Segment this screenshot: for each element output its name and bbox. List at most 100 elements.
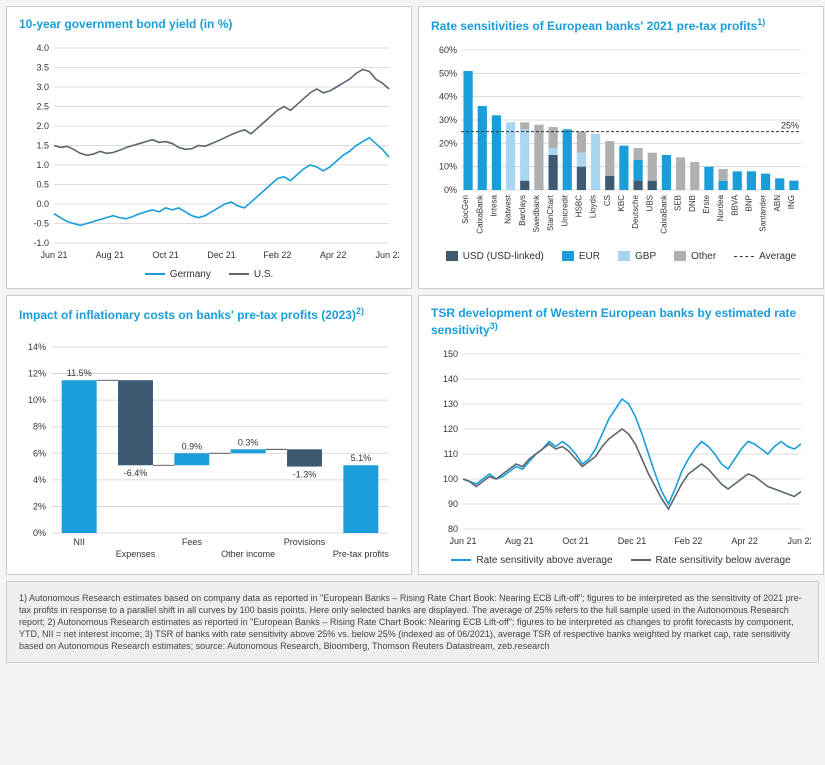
svg-text:40%: 40% xyxy=(439,91,457,101)
svg-text:Jun 21: Jun 21 xyxy=(449,536,476,546)
svg-text:0.9%: 0.9% xyxy=(182,441,203,451)
svg-text:Erste: Erste xyxy=(702,194,711,213)
legend-germany: Germany xyxy=(145,269,211,280)
svg-text:-1.0: -1.0 xyxy=(33,238,49,248)
svg-text:25%: 25% xyxy=(781,120,799,130)
tsr-title: TSR development of Western European bank… xyxy=(431,306,811,339)
legend-above-avg: Rate sensitivity above average xyxy=(451,555,612,566)
svg-text:90: 90 xyxy=(448,499,458,509)
dash-line-icon xyxy=(734,256,754,257)
svg-text:10%: 10% xyxy=(28,395,46,405)
svg-text:10%: 10% xyxy=(439,161,457,171)
line-swatch-icon xyxy=(229,273,249,275)
svg-text:NII: NII xyxy=(73,537,85,547)
svg-text:Aug 21: Aug 21 xyxy=(96,250,125,260)
svg-text:Apr 22: Apr 22 xyxy=(320,250,347,260)
svg-text:14%: 14% xyxy=(28,342,46,352)
svg-text:3.0: 3.0 xyxy=(36,82,49,92)
svg-text:-6.4%: -6.4% xyxy=(124,468,148,478)
svg-text:HSBC: HSBC xyxy=(574,194,583,216)
svg-text:4.0: 4.0 xyxy=(36,43,49,53)
svg-text:11.5%: 11.5% xyxy=(67,368,92,378)
waterfall-chart: 0%2%4%6%8%10%12%14%11.5%NII-6.4%Expenses… xyxy=(19,333,399,563)
svg-text:Aug 21: Aug 21 xyxy=(505,536,534,546)
svg-text:Provisions: Provisions xyxy=(284,537,326,547)
svg-text:Dec 21: Dec 21 xyxy=(207,250,236,260)
color-swatch-icon xyxy=(618,251,630,261)
svg-text:KBC: KBC xyxy=(617,194,626,211)
svg-text:110: 110 xyxy=(444,449,458,459)
svg-text:Apr 22: Apr 22 xyxy=(731,536,758,546)
bond-yield-chart: -1.0-0.50.00.51.01.52.02.53.03.54.0Jun 2… xyxy=(19,43,399,263)
svg-text:Intesa: Intesa xyxy=(489,194,498,216)
color-swatch-icon xyxy=(446,251,458,261)
svg-text:6%: 6% xyxy=(33,448,46,458)
bond-yield-legend: Germany U.S. xyxy=(19,269,399,280)
svg-text:Lloyds: Lloyds xyxy=(589,195,598,218)
svg-text:Jun 22: Jun 22 xyxy=(375,250,399,260)
svg-text:4%: 4% xyxy=(33,475,46,485)
legend-below-avg: Rate sensitivity below average xyxy=(631,555,791,566)
svg-text:0%: 0% xyxy=(444,185,457,195)
svg-text:2%: 2% xyxy=(33,502,46,512)
svg-text:Deutsche: Deutsche xyxy=(631,194,640,228)
svg-text:Fees: Fees xyxy=(182,537,203,547)
svg-text:BBVA: BBVA xyxy=(730,194,739,215)
panel-bond-yield: 10-year government bond yield (in %) -1.… xyxy=(6,6,412,289)
footnotes: 1) Autonomous Research estimates based o… xyxy=(6,581,819,664)
svg-text:130: 130 xyxy=(443,399,458,409)
legend-us: U.S. xyxy=(229,269,273,280)
svg-text:Other income: Other income xyxy=(221,549,275,559)
svg-text:0.3%: 0.3% xyxy=(238,437,259,447)
color-swatch-icon xyxy=(562,251,574,261)
svg-text:Oct 21: Oct 21 xyxy=(562,536,589,546)
tsr-chart: 8090100110120130140150Jun 21Aug 21Oct 21… xyxy=(431,349,811,549)
svg-text:ABN: ABN xyxy=(773,194,782,211)
svg-text:100: 100 xyxy=(443,474,458,484)
svg-text:SocGen: SocGen xyxy=(461,195,470,224)
line-swatch-icon xyxy=(631,559,651,561)
svg-text:ING: ING xyxy=(787,195,796,209)
svg-text:CaixaBank: CaixaBank xyxy=(475,194,484,234)
svg-text:Unicredit: Unicredit xyxy=(560,194,569,226)
svg-text:CaixaBank: CaixaBank xyxy=(659,194,668,234)
svg-text:Feb 22: Feb 22 xyxy=(263,250,291,260)
svg-text:5.1%: 5.1% xyxy=(351,453,372,463)
svg-text:0%: 0% xyxy=(33,528,46,538)
svg-text:60%: 60% xyxy=(439,45,457,55)
svg-text:Santander: Santander xyxy=(759,194,768,231)
line-swatch-icon xyxy=(145,273,165,275)
svg-text:2.0: 2.0 xyxy=(36,121,49,131)
legend-avg: Average xyxy=(734,251,796,262)
svg-text:Dec 21: Dec 21 xyxy=(618,536,647,546)
svg-text:CS: CS xyxy=(603,195,612,206)
svg-text:0.5: 0.5 xyxy=(36,179,49,189)
svg-text:Feb 22: Feb 22 xyxy=(674,536,702,546)
panel-rate-sens: Rate sensitivities of European banks' 20… xyxy=(418,6,824,289)
svg-text:0.0: 0.0 xyxy=(36,199,49,209)
svg-text:DNB: DNB xyxy=(688,195,697,212)
svg-text:20%: 20% xyxy=(439,138,457,148)
svg-text:3.5: 3.5 xyxy=(36,62,49,72)
svg-text:30%: 30% xyxy=(439,115,457,125)
svg-text:Swedbank: Swedbank xyxy=(532,194,541,232)
svg-text:1.0: 1.0 xyxy=(36,160,49,170)
svg-text:1.5: 1.5 xyxy=(36,140,49,150)
svg-text:8%: 8% xyxy=(33,422,46,432)
svg-text:Oct 21: Oct 21 xyxy=(152,250,179,260)
legend-usd: USD (USD-linked) xyxy=(446,251,544,262)
tsr-legend: Rate sensitivity above average Rate sens… xyxy=(431,555,811,566)
panel-waterfall: Impact of inflationary costs on banks' p… xyxy=(6,295,412,575)
svg-text:StanChart: StanChart xyxy=(546,194,555,231)
svg-text:140: 140 xyxy=(443,374,458,384)
svg-text:Pre-tax profits: Pre-tax profits xyxy=(333,549,390,559)
color-swatch-icon xyxy=(674,251,686,261)
svg-text:-0.5: -0.5 xyxy=(33,218,49,228)
svg-text:50%: 50% xyxy=(439,68,457,78)
rate-sens-chart: 0% 10% 20% 30% 40% 50% 60% SocGen CaixaBank Intes… xyxy=(431,45,811,245)
svg-text:120: 120 xyxy=(443,424,458,434)
chart-grid: 10-year government bond yield (in %) -1.… xyxy=(0,0,825,581)
panel-tsr: TSR development of Western European bank… xyxy=(418,295,824,575)
svg-text:150: 150 xyxy=(443,349,458,359)
svg-text:UBS: UBS xyxy=(645,195,654,211)
